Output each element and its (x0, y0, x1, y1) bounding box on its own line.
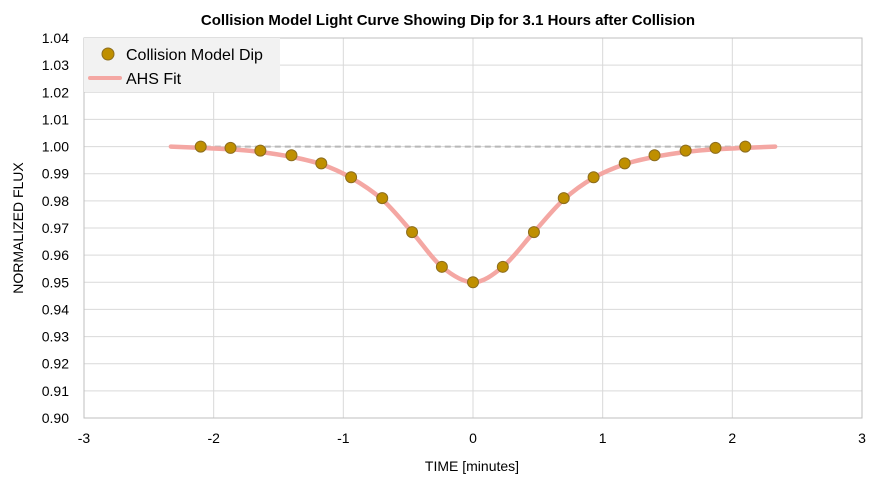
legend-background (84, 38, 280, 92)
y-tick-label: 0.98 (42, 193, 69, 209)
chart-title: Collision Model Light Curve Showing Dip … (201, 12, 695, 29)
x-tick-label: 1 (599, 430, 607, 446)
y-tick-label: 0.96 (42, 247, 69, 263)
y-tick-label: 0.93 (42, 329, 69, 345)
y-tick-label: 1.01 (42, 111, 69, 127)
collision-dip-point (739, 140, 752, 153)
y-tick-label: 0.99 (42, 166, 69, 182)
y-tick-label: 0.97 (42, 220, 69, 236)
y-tick-label: 0.91 (42, 383, 69, 399)
collision-dip-point (194, 140, 207, 153)
collision-dip-point (406, 226, 419, 239)
collision-dip-point (679, 144, 692, 157)
y-axis-ticks: 0.90 0.91 0.92 0.93 0.94 0.95 0.96 0.97 0.98 0.99… (42, 30, 69, 426)
collision-dip-point (496, 260, 509, 273)
x-tick-label: -3 (78, 430, 91, 446)
x-tick-label: -2 (207, 430, 220, 446)
collision-dip-point (435, 260, 448, 273)
y-tick-label: 0.94 (42, 301, 69, 317)
x-axis-label: TIME [minutes] (425, 458, 519, 474)
collision-dip-point (557, 192, 570, 205)
x-tick-label: 0 (469, 430, 477, 446)
y-tick-label: 1.03 (42, 57, 69, 73)
collision-dip-point (709, 141, 722, 154)
collision-dip-point (224, 141, 237, 154)
x-tick-label: -1 (337, 430, 350, 446)
x-tick-label: 2 (728, 430, 736, 446)
collision-dip-point (345, 171, 358, 184)
y-tick-label: 0.90 (42, 410, 69, 426)
y-axis-label: NORMALIZED FLUX (10, 162, 26, 294)
legend-label-ahs-fit: AHS Fit (126, 71, 182, 88)
collision-dip-point (618, 157, 631, 170)
collision-dip-point (376, 192, 389, 205)
series-layer (168, 140, 778, 289)
collision-dip-point (254, 144, 267, 157)
legend-marker-collision-dip (101, 47, 115, 61)
plot-area-border (83, 37, 863, 419)
y-tick-label: 1.04 (42, 30, 69, 46)
y-tick-label: 0.92 (42, 356, 69, 372)
y-tick-label: 1.00 (42, 139, 69, 155)
legend: Collision Model Dip AHS Fit (84, 38, 280, 92)
collision-dip-point (648, 149, 661, 162)
collision-dip-point (467, 276, 479, 289)
collision-dip-point (527, 226, 540, 239)
y-tick-label: 1.02 (42, 84, 69, 100)
x-tick-label: 3 (858, 430, 866, 446)
collision-dip-point (285, 149, 298, 162)
y-tick-label: 0.95 (42, 274, 69, 290)
x-axis-ticks: -3 -2 -1 0 1 2 3 (78, 430, 866, 446)
legend-label-collision-dip: Collision Model Dip (126, 47, 263, 64)
collision-dip-point (315, 157, 328, 170)
collision-dip-point (587, 171, 600, 184)
